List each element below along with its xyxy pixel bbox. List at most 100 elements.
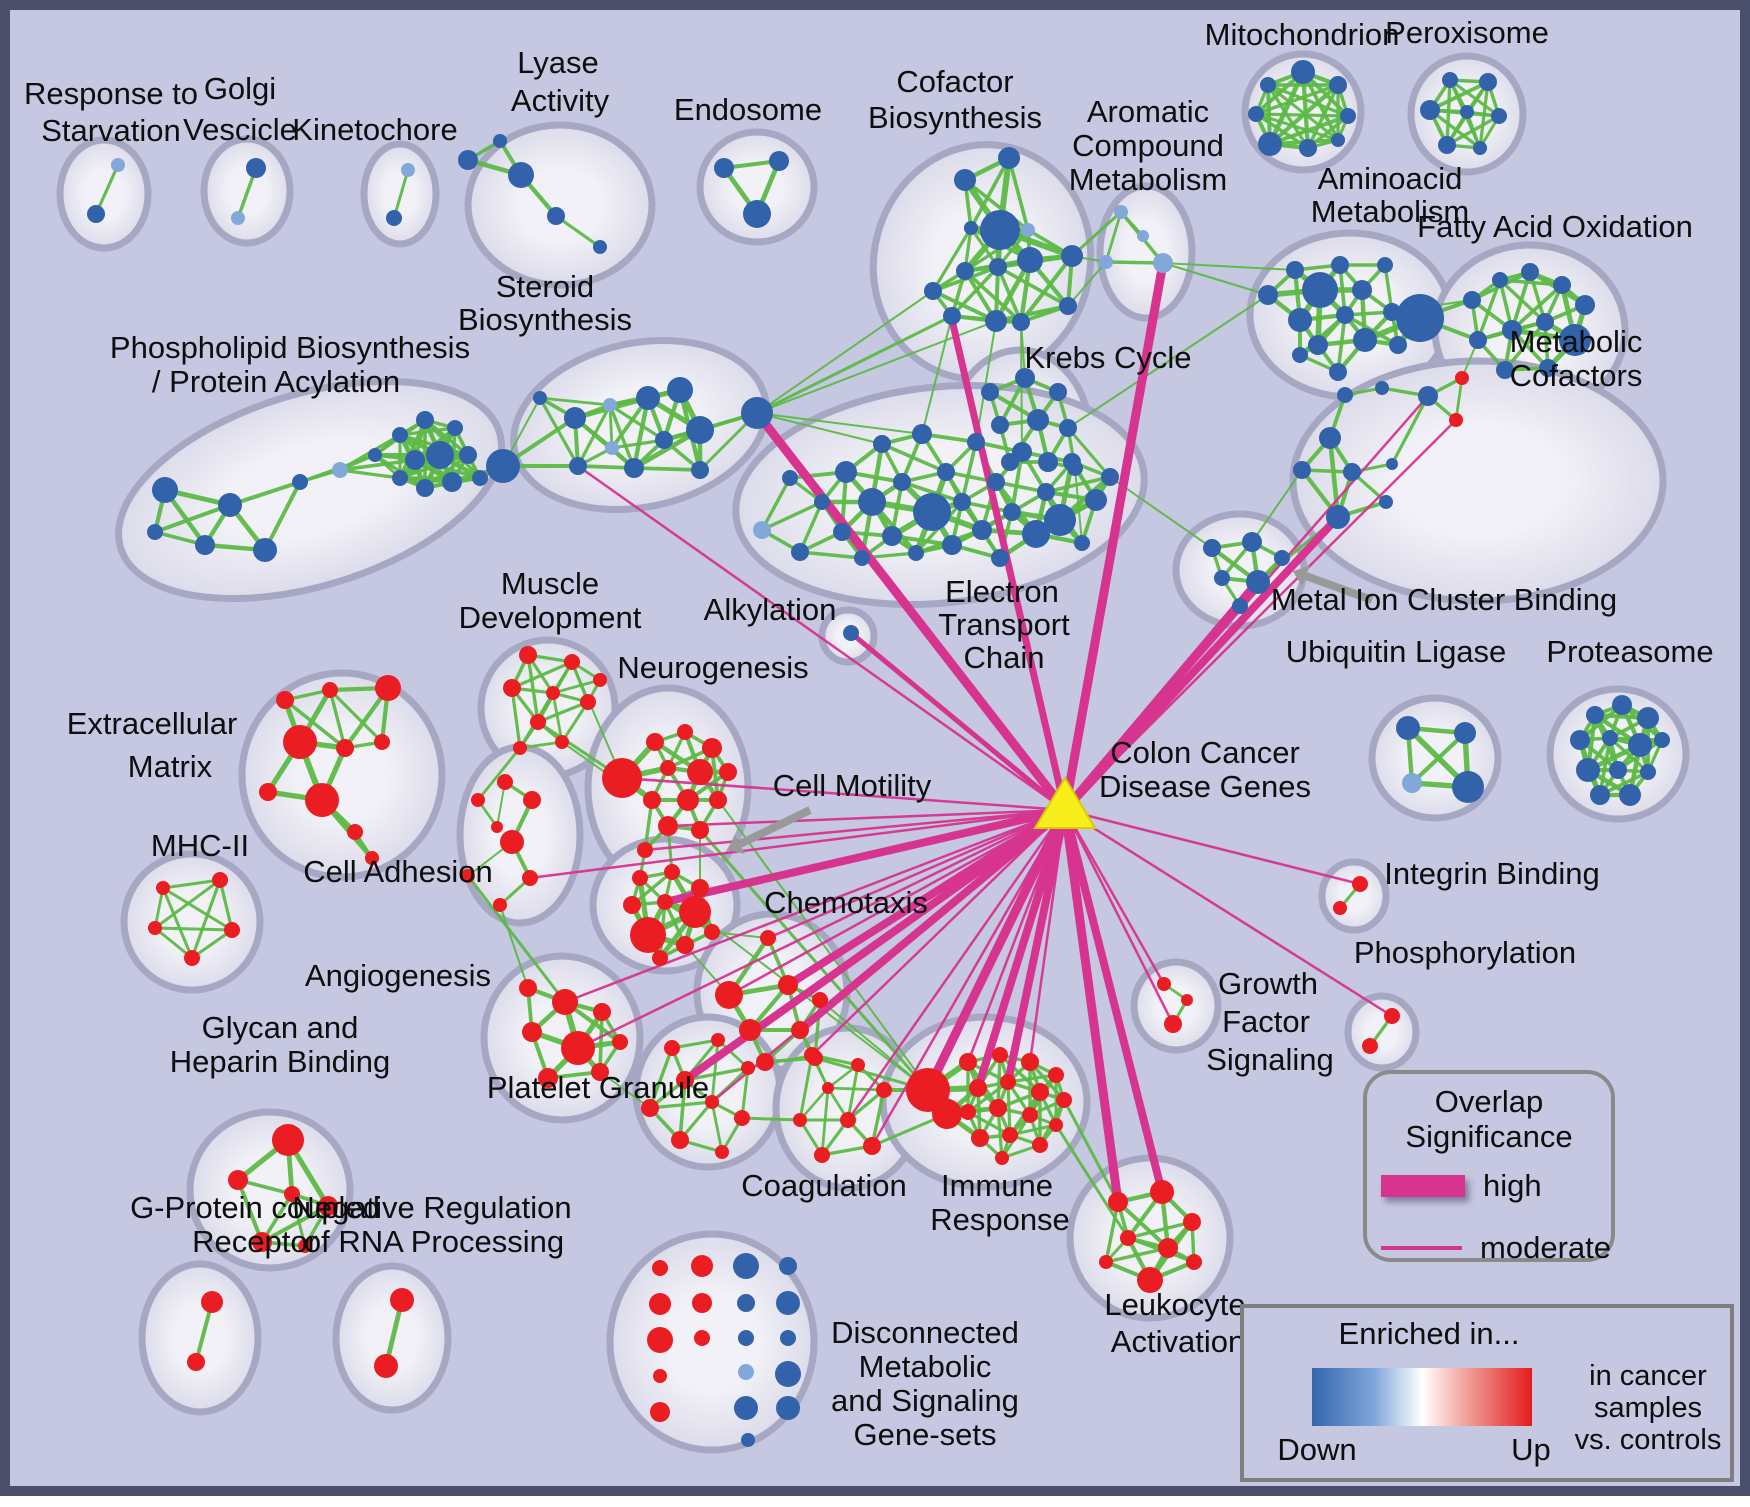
inter-cluster-overlap-edge (1054, 1123, 1130, 1240)
cluster-label: Electron (945, 574, 1059, 609)
cluster-label: Signaling (1206, 1042, 1334, 1077)
gene-set-node (283, 725, 317, 759)
gene-set-node (1559, 324, 1591, 356)
cluster-label: Lyase (517, 45, 599, 80)
gene-set-node (365, 851, 379, 865)
gene-set-node (1454, 722, 1476, 744)
gene-set-node (1333, 901, 1347, 915)
gene-set-node (971, 1129, 989, 1147)
gene-set-overlap-edge (608, 403, 614, 450)
gene-set-overlap-edge (760, 500, 824, 532)
gene-set-overlap-edge (1254, 83, 1340, 116)
gene-set-node (253, 538, 277, 562)
gene-set-node (508, 162, 534, 188)
cluster-label: Chain (964, 640, 1045, 675)
cluster-label: Extracellular (67, 706, 238, 741)
inter-cluster-overlap-edge (466, 874, 567, 1004)
gene-set-overlap-edge (798, 1053, 814, 1122)
gene-set-node (924, 282, 942, 300)
gene-set-node (555, 735, 569, 749)
inter-cluster-overlap-edge (921, 315, 953, 435)
gene-set-node (991, 416, 1009, 434)
cluster-label: Development (459, 600, 642, 635)
gene-set-node (1293, 461, 1311, 479)
cluster-ellipse-growth-factor-signaling (1130, 958, 1222, 1054)
gene-set-node (405, 450, 425, 470)
disease-overlap-edge-high (661, 806, 1069, 906)
gene-set-node (738, 1364, 754, 1380)
gene-set-node (854, 550, 870, 566)
gene-set-node (1056, 1092, 1072, 1108)
gene-set-overlap-edge (260, 1204, 330, 1244)
gene-set-node (231, 211, 245, 225)
gene-set-node (646, 733, 664, 751)
gene-set-node (252, 1232, 272, 1252)
gene-set-overlap-edge (1327, 435, 1341, 520)
gene-set-node (1120, 1230, 1136, 1246)
gene-set-node (1157, 977, 1171, 991)
cluster-label: of RNA Processing (304, 1224, 564, 1259)
gene-set-node (630, 917, 666, 953)
gene-set-node (471, 793, 485, 807)
gene-set-node (522, 1022, 542, 1042)
gene-set-node (873, 435, 891, 453)
gene-set-node (960, 1104, 976, 1120)
gene-set-node (739, 1019, 761, 1041)
gene-set-overlap-edge (1104, 1200, 1120, 1264)
gene-set-node (709, 791, 727, 809)
gene-set-node (272, 1124, 304, 1156)
inter-cluster-overlap-edge (756, 290, 934, 414)
cluster-label: Glycan and (202, 1010, 359, 1045)
gene-set-node (660, 760, 676, 776)
gene-set-node (1048, 1067, 1064, 1083)
gene-set-overlap-edge (218, 878, 234, 932)
disease-overlap-edge-moderate (1063, 809, 1166, 985)
gene-set-node (1637, 707, 1659, 729)
disease-overlap-edge-high (948, 316, 1069, 814)
gene-set-node (392, 427, 408, 443)
gene-set-node (793, 1113, 807, 1127)
gene-set-node (1232, 598, 1248, 614)
gene-set-node (753, 521, 771, 539)
gene-set-node (1586, 706, 1604, 724)
gene-set-node (305, 783, 339, 817)
gene-set-node (1438, 136, 1456, 154)
gene-set-node (386, 210, 402, 226)
gene-set-node (392, 470, 408, 486)
gene-set-node (932, 1099, 962, 1129)
cluster-label: Cell Adhesion (303, 854, 493, 889)
gene-set-node (593, 240, 607, 254)
gene-set-overlap-edge (710, 1038, 720, 1104)
gene-set-node (1570, 730, 1590, 750)
gene-set-node (632, 870, 648, 886)
gene-set-overlap-edge (398, 418, 427, 480)
inter-cluster-overlap-edge (755, 314, 954, 415)
gene-set-node (778, 975, 798, 995)
gene-set-node (652, 950, 668, 966)
enrichment-legend-title: Enriched in... (1338, 1316, 1520, 1351)
gene-set-node (671, 1131, 689, 1149)
cluster-label: Aminoacid (1318, 161, 1463, 196)
gene-set-node (390, 1288, 414, 1312)
cluster-label: Biosynthesis (458, 302, 632, 337)
gene-set-node (704, 924, 720, 940)
gene-set-node (246, 158, 266, 178)
gene-set-node (1396, 716, 1420, 740)
gene-set-node (195, 535, 215, 555)
gene-set-node (1539, 359, 1557, 377)
cluster-label: Krebs Cycle (1024, 340, 1191, 375)
cluster-label: Mitochondrion (1205, 17, 1400, 52)
gene-set-overlap-edge (1266, 83, 1340, 142)
gene-set-overlap-edge (476, 746, 522, 802)
gene-set-node (522, 870, 538, 886)
disease-genes-hub-triangle (1033, 776, 1097, 829)
gene-set-overlap-edge (190, 878, 222, 960)
gene-set-node (676, 936, 694, 954)
gene-set-node (840, 1112, 856, 1128)
gene-set-overlap-edge (1006, 1080, 1012, 1137)
cluster-label: Colon Cancer (1110, 735, 1300, 770)
gene-set-node (1203, 539, 1221, 557)
gene-set-node (1012, 313, 1030, 331)
